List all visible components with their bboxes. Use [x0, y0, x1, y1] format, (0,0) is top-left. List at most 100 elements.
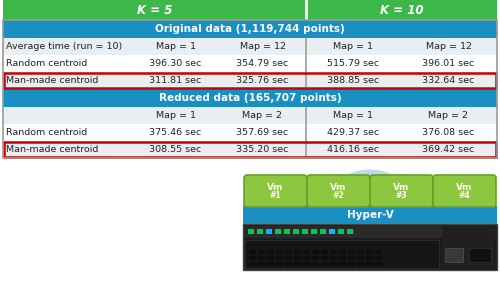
Bar: [267, 250, 274, 254]
Bar: [245, 240, 439, 268]
Bar: [257, 229, 263, 234]
Bar: [348, 256, 355, 260]
Ellipse shape: [435, 199, 488, 232]
Text: Man-made centroid: Man-made centroid: [6, 76, 98, 85]
Bar: [258, 250, 265, 254]
Bar: [303, 250, 310, 254]
Bar: [3, 107, 497, 124]
FancyBboxPatch shape: [244, 175, 307, 207]
Text: 396.01 sec: 396.01 sec: [422, 59, 474, 68]
Bar: [320, 229, 326, 234]
Text: 396.30 sec: 396.30 sec: [150, 59, 202, 68]
Text: 375.46 sec: 375.46 sec: [150, 128, 202, 137]
Text: 311.81 sec: 311.81 sec: [150, 76, 202, 85]
Text: Original data (1,119,744 points): Original data (1,119,744 points): [155, 24, 345, 34]
Bar: [249, 250, 256, 254]
Text: K = 5: K = 5: [137, 3, 172, 17]
Bar: [285, 256, 292, 260]
Bar: [258, 256, 265, 260]
Ellipse shape: [252, 199, 305, 232]
Bar: [3, 38, 497, 55]
Bar: [330, 250, 337, 254]
Text: Map = 2: Map = 2: [242, 111, 282, 120]
Bar: [321, 262, 328, 266]
Text: Map = 1: Map = 1: [156, 42, 196, 51]
Ellipse shape: [264, 184, 341, 231]
Bar: [312, 262, 319, 266]
Text: Random centroid: Random centroid: [6, 59, 87, 68]
Text: Map = 12: Map = 12: [240, 42, 286, 51]
Text: 357.69 sec: 357.69 sec: [236, 128, 288, 137]
Bar: [4, 142, 496, 157]
Bar: [248, 229, 254, 234]
Ellipse shape: [399, 184, 475, 231]
Bar: [366, 250, 373, 254]
Text: Vm: Vm: [268, 183, 283, 192]
Ellipse shape: [336, 169, 404, 208]
Text: 388.85 sec: 388.85 sec: [327, 76, 379, 85]
Text: 416.16 sec: 416.16 sec: [327, 145, 379, 154]
Bar: [285, 262, 292, 266]
Bar: [275, 229, 281, 234]
Text: Map = 1: Map = 1: [333, 42, 373, 51]
Bar: [338, 229, 344, 234]
Text: 335.20 sec: 335.20 sec: [236, 145, 288, 154]
Bar: [293, 229, 299, 234]
Text: Vm: Vm: [394, 183, 409, 192]
Bar: [3, 141, 497, 158]
Text: #2: #2: [332, 192, 344, 201]
Bar: [3, 89, 497, 107]
Bar: [305, 55, 307, 72]
Bar: [4, 73, 496, 88]
Text: Reduced data (165,707 points): Reduced data (165,707 points): [158, 93, 342, 103]
Bar: [249, 262, 256, 266]
Bar: [243, 224, 497, 270]
Bar: [330, 262, 337, 266]
FancyBboxPatch shape: [433, 175, 496, 207]
Bar: [339, 256, 346, 260]
Bar: [305, 124, 307, 141]
Bar: [258, 262, 265, 266]
Bar: [267, 262, 274, 266]
Bar: [3, 20, 497, 158]
Text: K = 10: K = 10: [380, 3, 423, 17]
Bar: [329, 229, 335, 234]
Bar: [348, 262, 355, 266]
Text: 325.76 sec: 325.76 sec: [236, 76, 288, 85]
Ellipse shape: [304, 183, 436, 243]
Bar: [357, 262, 364, 266]
Bar: [311, 229, 317, 234]
Text: 429.37 sec: 429.37 sec: [327, 128, 379, 137]
Bar: [266, 229, 272, 234]
Bar: [267, 256, 274, 260]
Bar: [305, 72, 307, 89]
Bar: [284, 229, 290, 234]
Bar: [3, 0, 306, 20]
Bar: [442, 226, 494, 268]
Bar: [303, 262, 310, 266]
Bar: [375, 262, 382, 266]
Bar: [305, 141, 307, 158]
Bar: [302, 229, 308, 234]
Bar: [375, 250, 382, 254]
Bar: [243, 206, 497, 224]
Bar: [321, 256, 328, 260]
Text: Average time (run = 10): Average time (run = 10): [6, 42, 122, 51]
Text: Map = 12: Map = 12: [426, 42, 472, 51]
Bar: [3, 55, 497, 72]
Bar: [347, 229, 353, 234]
Bar: [276, 262, 283, 266]
FancyBboxPatch shape: [307, 175, 370, 207]
Bar: [3, 124, 497, 141]
Bar: [348, 250, 355, 254]
Bar: [294, 256, 301, 260]
Text: 515.79 sec: 515.79 sec: [327, 59, 379, 68]
Bar: [245, 226, 495, 238]
Bar: [305, 38, 307, 55]
Text: Random centroid: Random centroid: [6, 128, 87, 137]
Bar: [294, 250, 301, 254]
Bar: [285, 250, 292, 254]
Bar: [330, 256, 337, 260]
Bar: [469, 248, 491, 262]
Bar: [306, 0, 497, 20]
